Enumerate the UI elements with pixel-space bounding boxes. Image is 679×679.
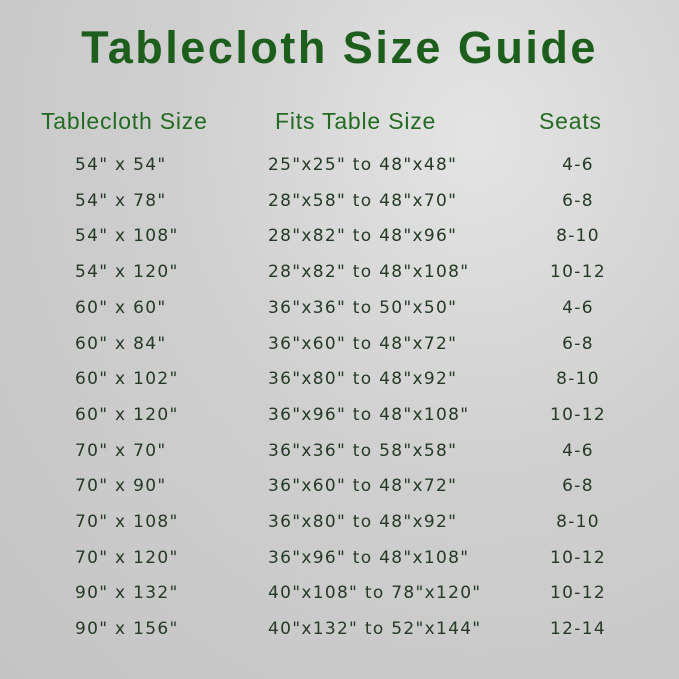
seats-cell: 10-12 [550, 583, 606, 604]
fits-table-size-cell: 36"x80" to 48"x92" [268, 369, 458, 390]
page-title: Tablecloth Size Guide [81, 22, 598, 73]
table-row: 90" x 156" 40"x132" to 52"x144" 12-14 [0, 619, 679, 649]
seats-cell: 6-8 [562, 190, 594, 211]
table-row: 54" x 54" 25"x25" to 48"x48" 4-6 [0, 155, 679, 185]
table-row: 60" x 120" 36"x96" to 48"x108" 10-12 [0, 405, 679, 435]
table-row: 70" x 120" 36"x96" to 48"x108" 10-12 [0, 548, 679, 578]
tablecloth-size-cell: 54" x 78" [75, 190, 167, 211]
tablecloth-size-cell: 54" x 108" [75, 226, 179, 247]
fits-table-size-cell: 28"x82" to 48"x96" [268, 226, 458, 247]
seats-cell: 8-10 [556, 512, 600, 532]
seats-cell: 6-8 [562, 476, 594, 497]
tablecloth-size-cell: 60" x 60" [75, 297, 167, 318]
table-row: 60" x 102" 36"x80" to 48"x92" 8-10 [0, 369, 679, 399]
fits-table-size-cell: 36"x80" to 48"x92" [268, 512, 458, 532]
table-row: 54" x 78" 28"x58" to 48"x70" 6-8 [0, 191, 679, 221]
fits-table-size-cell: 40"x108" to 78"x120" [268, 583, 482, 604]
tablecloth-size-cell: 90" x 156" [75, 619, 179, 640]
seats-cell: 10-12 [550, 547, 606, 568]
tablecloth-size-cell: 70" x 70" [75, 440, 167, 461]
table-row: 70" x 90" 36"x60" to 48"x72" 6-8 [0, 476, 679, 506]
tablecloth-size-cell: 54" x 54" [75, 155, 167, 175]
fits-table-size-cell: 36"x36" to 50"x50" [268, 297, 458, 318]
seats-cell: 4-6 [562, 155, 594, 175]
seats-cell: 8-10 [556, 369, 600, 390]
fits-table-size-cell: 25"x25" to 48"x48" [268, 155, 458, 175]
fits-table-size-cell: 28"x82" to 48"x108" [268, 262, 470, 283]
header-fits-table-size: Fits Table Size [275, 108, 437, 134]
table-row: 70" x 108" 36"x80" to 48"x92" 8-10 [0, 512, 679, 542]
tablecloth-size-cell: 60" x 102" [75, 369, 179, 390]
fits-table-size-cell: 40"x132" to 52"x144" [268, 619, 482, 640]
fits-table-size-cell: 36"x36" to 58"x58" [268, 440, 458, 461]
tablecloth-size-cell: 54" x 120" [75, 262, 179, 283]
tablecloth-size-cell: 70" x 108" [75, 512, 179, 532]
seats-cell: 10-12 [550, 404, 606, 425]
table-row: 70" x 70" 36"x36" to 58"x58" 4-6 [0, 441, 679, 471]
fits-table-size-cell: 36"x60" to 48"x72" [268, 333, 458, 354]
table-row: 60" x 60" 36"x36" to 50"x50" 4-6 [0, 298, 679, 328]
header-tablecloth-size: Tablecloth Size [41, 108, 208, 134]
header-seats: Seats [539, 108, 602, 134]
seats-cell: 8-10 [556, 226, 600, 247]
tablecloth-size-cell: 60" x 84" [75, 333, 167, 354]
table-row: 90" x 132" 40"x108" to 78"x120" 10-12 [0, 583, 679, 613]
table-row: 60" x 84" 36"x60" to 48"x72" 6-8 [0, 334, 679, 364]
fits-table-size-cell: 36"x96" to 48"x108" [268, 547, 470, 568]
table-row: 54" x 120" 28"x82" to 48"x108" 10-12 [0, 262, 679, 292]
seats-cell: 4-6 [562, 297, 594, 318]
fits-table-size-cell: 36"x60" to 48"x72" [268, 476, 458, 497]
seats-cell: 10-12 [550, 262, 606, 283]
table-row: 54" x 108" 28"x82" to 48"x96" 8-10 [0, 226, 679, 256]
tablecloth-size-cell: 60" x 120" [75, 404, 179, 425]
seats-cell: 6-8 [562, 333, 594, 354]
seats-cell: 4-6 [562, 440, 594, 461]
seats-cell: 12-14 [550, 619, 606, 640]
fits-table-size-cell: 36"x96" to 48"x108" [268, 404, 470, 425]
tablecloth-size-cell: 70" x 90" [75, 476, 167, 497]
tablecloth-size-cell: 70" x 120" [75, 547, 179, 568]
fits-table-size-cell: 28"x58" to 48"x70" [268, 190, 458, 211]
tablecloth-size-cell: 90" x 132" [75, 583, 179, 604]
